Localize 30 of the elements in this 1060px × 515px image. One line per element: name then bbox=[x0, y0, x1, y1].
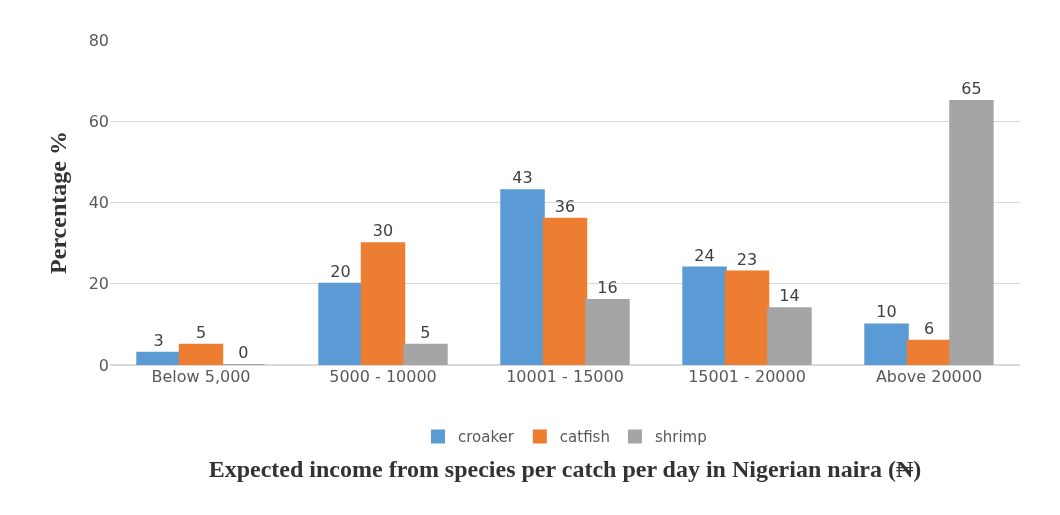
data-label: 0 bbox=[238, 343, 249, 362]
data-label: 10 bbox=[876, 302, 897, 322]
data-label: 3 bbox=[153, 330, 164, 350]
x-tick-label: Above 20000 bbox=[875, 367, 983, 386]
data-label: 65 bbox=[961, 78, 982, 98]
x-axis-title: Expected income from species per catch per day in Nigerian naira (₦) bbox=[208, 456, 922, 483]
x-tick-label: 10001 - 15000 bbox=[506, 367, 624, 386]
data-label: 20 bbox=[330, 261, 351, 281]
data-label: 5 bbox=[195, 322, 207, 342]
legend-label: croaker bbox=[458, 428, 515, 447]
data-label: 6 bbox=[923, 318, 935, 338]
y-tick-label: 60 bbox=[88, 111, 109, 131]
x-tick-label: 5000 - 10000 bbox=[329, 367, 437, 386]
data-label: 23 bbox=[736, 249, 758, 269]
data-label: 14 bbox=[779, 286, 800, 306]
legend-label: catfish bbox=[559, 428, 610, 447]
x-tick-label: Below 5,000 bbox=[151, 367, 251, 386]
y-tick-label: 40 bbox=[88, 193, 109, 213]
data-label: 16 bbox=[597, 278, 618, 297]
data-label: 5 bbox=[420, 322, 431, 342]
y-tick-label: 20 bbox=[88, 274, 109, 294]
y-tick-label: 0 bbox=[98, 355, 109, 375]
data-label: 43 bbox=[512, 168, 533, 188]
data-label: 36 bbox=[554, 196, 576, 216]
x-tick-label: 15001 - 20000 bbox=[688, 367, 806, 386]
y-tick-label: 80 bbox=[88, 30, 109, 50]
legend-label: shrimp bbox=[654, 428, 707, 447]
data-label: 24 bbox=[694, 245, 715, 265]
y-axis-title: Percentage % bbox=[44, 131, 71, 274]
data-label: 30 bbox=[372, 221, 394, 241]
